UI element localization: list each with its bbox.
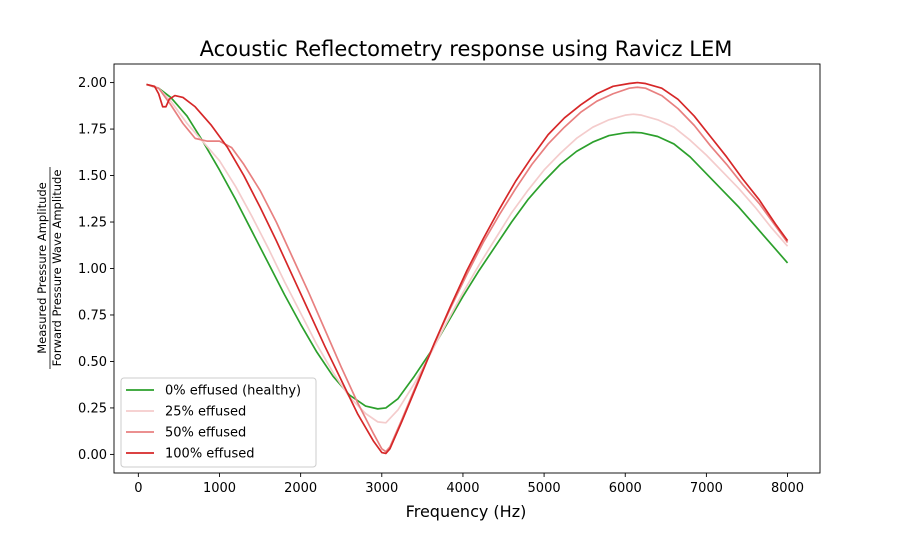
x-tick-label-4000: 4000 <box>446 481 479 496</box>
y-tick-label-1.75: 1.75 <box>78 123 107 138</box>
x-tick-label-2000: 2000 <box>284 481 317 496</box>
x-tick-label-3000: 3000 <box>365 481 398 496</box>
series-line-3 <box>146 81 789 455</box>
x-tick-label-5000: 5000 <box>528 481 561 496</box>
series-line-1 <box>146 83 789 424</box>
x-tick-label-1000: 1000 <box>203 481 236 496</box>
y-tick-label-0.50: 0.50 <box>78 355 107 370</box>
legend-label-3: 100% effused <box>165 447 255 462</box>
y-axis-label: Measured Pressure Amplitude Forward Pres… <box>35 167 64 369</box>
y-tick-label-0.25: 0.25 <box>78 401 107 416</box>
y-axis-label-denominator: Forward Pressure Wave Amplitude <box>50 170 64 367</box>
x-tick-label-0: 0 <box>134 481 142 496</box>
x-tick-label-6000: 6000 <box>609 481 642 496</box>
chart-title: Acoustic Reflectometry response using Ra… <box>200 37 733 61</box>
y-tick-label-0.00: 0.00 <box>78 448 107 463</box>
y-tick-label-1.00: 1.00 <box>78 262 107 277</box>
plot-area: 0 1000 2000 3000 4000 5000 6000 7000 8000 0.00 0.2… <box>78 63 821 496</box>
y-tick-label-1.25: 1.25 <box>78 216 107 231</box>
y-axis-label-numerator: Measured Pressure Amplitude <box>35 182 49 354</box>
legend-label-1: 25% effused <box>165 405 246 420</box>
x-tick-label-7000: 7000 <box>690 481 723 496</box>
series-line-0 <box>146 83 789 410</box>
y-tick-label-1.50: 1.50 <box>78 169 107 184</box>
y-tick-label-2.00: 2.00 <box>78 76 107 91</box>
legend-label-0: 0% effused (healthy) <box>165 384 301 399</box>
x-axis-label: Frequency (Hz) <box>406 502 527 521</box>
legend-label-2: 50% effused <box>165 426 246 441</box>
x-tick-label-8000: 8000 <box>771 481 804 496</box>
legend-box <box>120 377 317 468</box>
y-tick-label-0.75: 0.75 <box>78 308 107 323</box>
